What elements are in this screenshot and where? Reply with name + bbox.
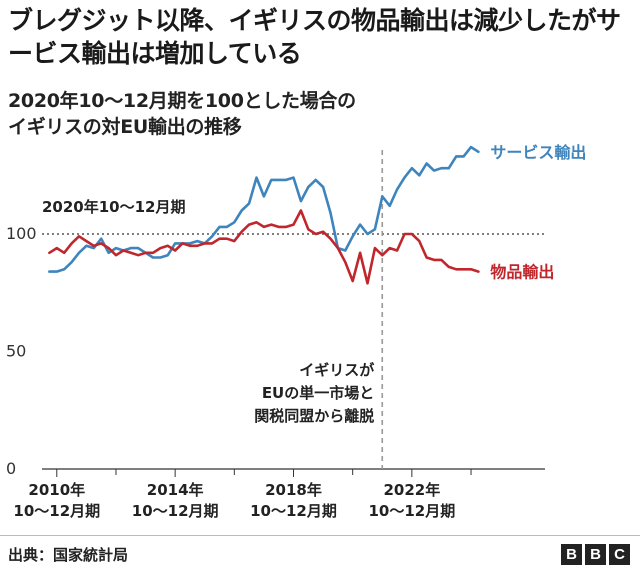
x-tick-label: 2010年: [28, 481, 85, 499]
headline: ブレグジット以降、イギリスの物品輸出は減少したがサービス輸出は増加している: [8, 6, 621, 68]
bbc-logo-block: C: [609, 544, 630, 565]
source-note: 出典：国家統計局: [8, 546, 129, 564]
event-annotation: EUの単一市場と: [262, 384, 374, 402]
series-label: 物品輸出: [490, 263, 554, 282]
y-tick-label: 50: [6, 342, 26, 361]
bbc-logo-block: B: [561, 544, 582, 565]
subtitle-line-2: イギリスの対EU輸出の推移: [8, 116, 242, 138]
reference-line-label: 2020年10～12月期: [42, 198, 186, 216]
x-tick-label: 2022年: [383, 481, 440, 499]
y-tick-label: 0: [6, 459, 16, 478]
bbc-logo-block: B: [585, 544, 606, 565]
event-annotation: 関税同盟から離脱: [254, 407, 374, 425]
x-tick-label: 10～12月期: [250, 502, 337, 520]
x-tick-label: 10～12月期: [13, 502, 100, 520]
series-line-0: [48, 145, 480, 273]
subtitle: 2020年10～12月期を100とした場合の イギリスの対EU輸出の推移: [8, 88, 634, 140]
line-chart-svg: 0 50 100 2010年 10～12月期 2014年 10～12月期 2018年 10～12…: [6, 143, 586, 520]
x-tick-label: 2018年: [265, 481, 322, 499]
footer: 出典：国家統計局 B B C: [0, 535, 640, 576]
x-tick-label: 10～12月期: [132, 502, 219, 520]
series-label: サービス輸出: [490, 143, 586, 162]
subtitle-line-1: 2020年10～12月期を100とした場合の: [8, 90, 356, 112]
y-tick-label: 100: [6, 224, 37, 243]
line-chart: 0 50 100 2010年 10～12月期 2014年 10～12月期 2018年 10～12…: [0, 140, 640, 530]
bbc-logo: B B C: [561, 544, 630, 565]
series-line-1: [48, 209, 480, 285]
x-tick-label: 10～12月期: [368, 502, 455, 520]
event-annotation: イギリスが: [299, 361, 375, 379]
x-tick-label: 2014年: [147, 481, 204, 499]
